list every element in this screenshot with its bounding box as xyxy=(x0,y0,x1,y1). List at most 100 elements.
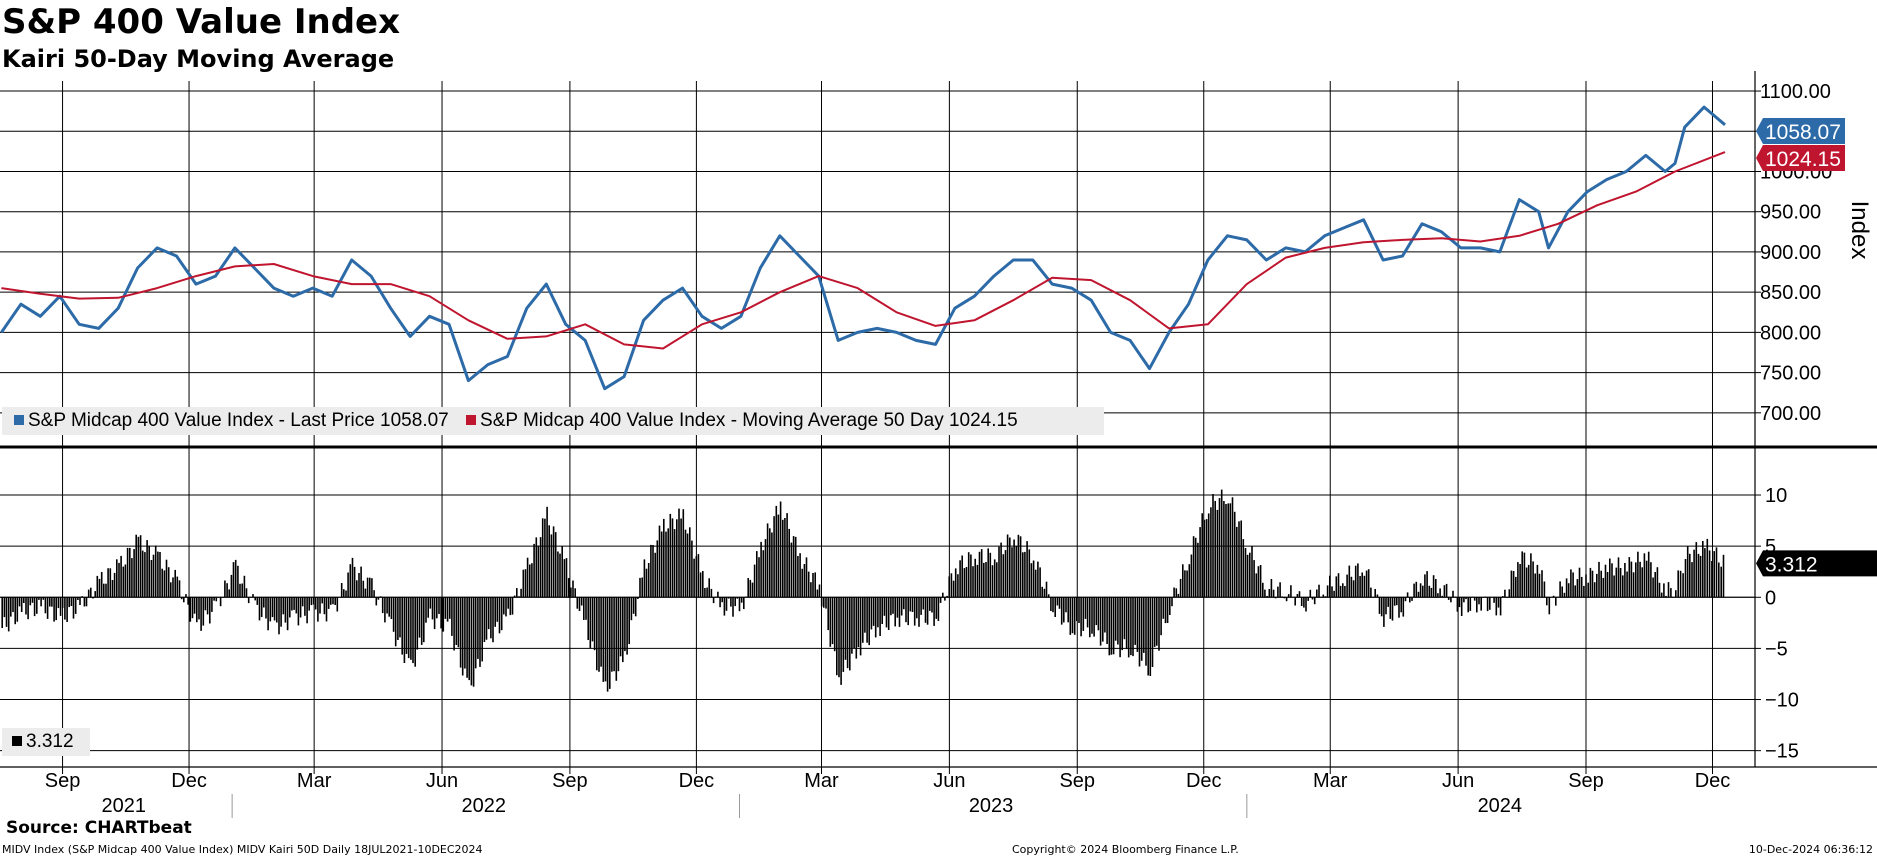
kairi-bar xyxy=(330,597,332,605)
kairi-bar xyxy=(40,597,42,607)
kairi-bar xyxy=(202,597,205,626)
kairi-bar xyxy=(1264,589,1266,598)
kairi-bar xyxy=(340,583,343,598)
kairi-bar xyxy=(548,525,550,598)
kairi-bar xyxy=(1704,548,1706,598)
kairi-bar xyxy=(942,592,944,598)
kairi-bar xyxy=(628,597,630,645)
kairi-bar xyxy=(855,597,858,659)
kairi-bar xyxy=(1630,561,1633,598)
kairi-bar xyxy=(948,576,950,598)
kairi-bar xyxy=(1199,527,1201,598)
kairi-bar xyxy=(1697,553,1700,598)
kairi-bar xyxy=(1058,597,1061,609)
kairi-bar xyxy=(613,597,615,672)
kairi-bar xyxy=(1525,567,1528,598)
kairi-bar xyxy=(483,597,486,642)
kairi-bar xyxy=(57,597,60,609)
kairi-bar xyxy=(373,590,375,598)
y-tick-label-top: 900.00 xyxy=(1760,242,1821,264)
kairi-bar xyxy=(1559,581,1561,598)
kairi-bar xyxy=(51,597,53,607)
kairi-bar xyxy=(751,582,754,598)
kairi-bar xyxy=(297,597,300,626)
kairi-bar xyxy=(206,597,209,615)
kairi-bar xyxy=(1534,573,1536,598)
kairi-bar xyxy=(381,597,384,614)
kairi-bar xyxy=(178,580,181,598)
kairi-bar xyxy=(550,534,553,598)
kairi-bar xyxy=(92,597,94,599)
kairi-bar xyxy=(457,597,460,648)
kairi-bar xyxy=(786,513,788,598)
kairi-bar xyxy=(1591,570,1594,598)
y-tick-label-top: 850.00 xyxy=(1760,282,1821,304)
kairi-bar xyxy=(185,594,187,598)
kairi-bar xyxy=(1635,562,1637,598)
kairi-bar xyxy=(1702,541,1704,598)
kairi-bar xyxy=(68,597,70,608)
kairi-bar xyxy=(1645,560,1648,598)
kairi-bar xyxy=(1415,581,1418,598)
kairi-bar xyxy=(1229,503,1232,598)
kairi-bar xyxy=(896,597,899,618)
y-tick-label-bottom: 5 xyxy=(1765,536,1776,558)
kairi-bar xyxy=(1043,588,1046,598)
kairi-bar xyxy=(388,597,390,617)
kairi-bar xyxy=(267,597,269,631)
kairi-bar xyxy=(1652,577,1654,598)
kairi-bar xyxy=(663,518,665,598)
kairi-bar xyxy=(1006,534,1009,598)
kairi-bar xyxy=(874,597,877,638)
kairi-bar xyxy=(693,558,695,598)
kairi-bar xyxy=(170,582,172,598)
kairi-bar xyxy=(446,597,449,622)
kairi-bar xyxy=(144,552,146,598)
kairi-bar xyxy=(1130,597,1132,656)
kairi-bar xyxy=(1322,594,1325,598)
year-label: 2022 xyxy=(461,795,506,817)
kairi-bar xyxy=(877,597,879,628)
kairi-bar xyxy=(717,591,719,598)
kairi-bar xyxy=(615,597,618,681)
kairi-bar xyxy=(671,518,674,598)
kairi-bar xyxy=(1536,564,1539,598)
kairi-bar xyxy=(23,597,25,603)
kairi-bar xyxy=(1432,575,1435,598)
kairi-bar xyxy=(712,597,715,604)
kairi-bar xyxy=(25,597,27,615)
kairi-bar xyxy=(1517,562,1519,598)
kairi-bar xyxy=(1670,588,1672,598)
kairi-bar xyxy=(323,597,326,615)
kairi-bar xyxy=(604,597,607,682)
kairi-bar xyxy=(366,577,369,598)
kairi-bar xyxy=(98,578,101,598)
kairi-bar xyxy=(312,597,315,605)
kairi-bar xyxy=(686,533,689,598)
kairi-bar xyxy=(109,568,112,598)
kairi-bar xyxy=(1220,489,1223,598)
kairi-bar xyxy=(658,525,661,598)
kairi-bar xyxy=(950,573,953,598)
kairi-bar xyxy=(1246,554,1249,598)
kairi-bar xyxy=(866,597,868,643)
kairi-bar xyxy=(695,556,698,598)
kairi-bar xyxy=(479,597,481,667)
kairi-bar xyxy=(141,550,144,598)
kairi-bar xyxy=(574,588,576,598)
kairi-bar xyxy=(853,597,855,649)
kairi-bar xyxy=(684,529,687,598)
kairi-bar xyxy=(565,558,568,598)
kairi-bar xyxy=(1143,597,1145,653)
kairi-bar xyxy=(1179,578,1182,598)
kairi-bar xyxy=(455,597,458,645)
kairi-bar xyxy=(704,588,706,598)
kairi-bar xyxy=(952,580,955,598)
kairi-bar xyxy=(254,597,256,601)
kairi-bar xyxy=(730,597,732,607)
y-tick-label-top: 700.00 xyxy=(1760,403,1821,425)
kairi-bar xyxy=(399,597,401,638)
kairi-bar xyxy=(1047,594,1050,598)
x-tick-label: Sep xyxy=(1059,770,1095,792)
kairi-bar xyxy=(1380,597,1383,617)
